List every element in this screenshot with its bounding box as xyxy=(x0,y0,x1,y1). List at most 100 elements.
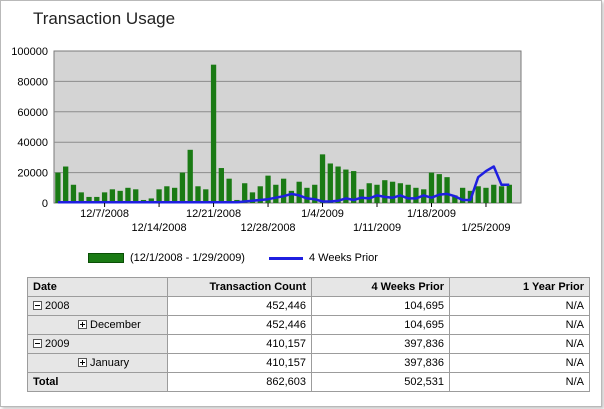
bar xyxy=(428,172,435,203)
collapse-icon[interactable] xyxy=(33,339,42,348)
row-label-cell: 2008 xyxy=(27,296,168,316)
usage-table: Date Transaction Count 4 Weeks Prior 1 Y… xyxy=(27,277,590,392)
header-count: Transaction Count xyxy=(167,277,312,297)
total-row: Total 862,603 502,531 N/A xyxy=(27,372,590,392)
bar xyxy=(210,64,217,204)
cell-count: 452,446 xyxy=(167,315,312,335)
bar xyxy=(444,177,450,203)
bar xyxy=(101,192,108,203)
series-line-4-weeks-prior xyxy=(57,165,510,204)
bar xyxy=(187,149,193,203)
bar xyxy=(94,196,100,203)
x-tick-label: 12/21/2008 xyxy=(186,208,241,220)
collapse-icon[interactable] xyxy=(33,301,42,310)
cell-prior4: 104,695 xyxy=(311,296,450,316)
total-count: 862,603 xyxy=(167,372,312,392)
bar xyxy=(382,180,388,203)
row-label-cell: 2009 xyxy=(27,334,168,354)
row-label: 2009 xyxy=(45,338,70,350)
y-axis-ticks: 0 20000 40000 60000 80000 100000 xyxy=(11,46,48,210)
grid-lines xyxy=(54,80,521,174)
cell-prior1y: N/A xyxy=(449,315,590,335)
expand-icon[interactable] xyxy=(78,358,87,367)
page-title: Transaction Usage xyxy=(33,9,176,28)
bar xyxy=(506,184,512,203)
bar xyxy=(498,186,505,203)
y-tick-label: 40000 xyxy=(17,137,48,149)
bar xyxy=(63,166,69,203)
bar xyxy=(133,189,139,203)
bar xyxy=(366,183,372,203)
bar xyxy=(265,175,271,203)
legend-bar-label: (12/1/2008 - 1/29/2009) xyxy=(130,252,245,264)
legend-bar-swatch xyxy=(88,253,124,263)
bar xyxy=(405,184,411,203)
bar xyxy=(164,186,170,203)
header-prior4: 4 Weeks Prior xyxy=(311,277,450,297)
cell-prior1y: N/A xyxy=(449,296,590,316)
bar xyxy=(483,187,489,203)
total-prior4: 502,531 xyxy=(311,372,450,392)
x-tick-label: 12/28/2008 xyxy=(241,222,296,234)
bar xyxy=(304,187,310,203)
bar xyxy=(195,186,201,203)
table-row: 2009 410,157 397,836 N/A xyxy=(27,334,590,354)
header-date: Date xyxy=(27,277,168,297)
cell-prior4: 397,836 xyxy=(311,353,450,373)
bar-series xyxy=(55,64,512,204)
plot-area xyxy=(53,50,522,204)
x-tick-label: 12/7/2008 xyxy=(80,208,129,220)
bar xyxy=(218,168,224,203)
bar xyxy=(475,186,481,203)
bar xyxy=(70,184,77,203)
total-label: Total xyxy=(27,372,168,392)
row-label-cell: December xyxy=(27,315,168,335)
bar xyxy=(179,172,186,203)
bar xyxy=(78,192,84,203)
x-tick-label: 1/4/2009 xyxy=(301,208,344,220)
y-tick-label: 80000 xyxy=(17,76,48,88)
bar xyxy=(171,187,178,203)
table-header-row: Date Transaction Count 4 Weeks Prior 1 Y… xyxy=(27,277,590,297)
bar xyxy=(296,181,302,203)
row-label-cell: January xyxy=(27,353,168,373)
bar xyxy=(358,189,365,203)
table-row: 2008 452,446 104,695 N/A xyxy=(27,296,590,316)
x-tick-label: 1/11/2009 xyxy=(353,222,401,234)
bar xyxy=(148,198,154,203)
legend-line-swatch xyxy=(268,256,303,260)
table-row: January 410,157 397,836 N/A xyxy=(27,353,590,373)
bar xyxy=(226,178,232,203)
bar xyxy=(459,187,466,203)
line-series xyxy=(57,165,510,204)
header-prior1y: 1 Year Prior xyxy=(449,277,590,297)
bar xyxy=(413,187,419,203)
bar xyxy=(242,183,248,203)
x-tick-label: 12/14/2008 xyxy=(132,222,187,234)
bar xyxy=(436,174,442,203)
bar xyxy=(319,154,326,203)
cell-count: 452,446 xyxy=(167,296,312,316)
y-tick-label: 100000 xyxy=(11,46,48,58)
x-tick-label: 1/25/2009 xyxy=(462,222,511,234)
bar xyxy=(280,178,287,203)
bar xyxy=(109,189,116,203)
cell-prior1y: N/A xyxy=(449,353,590,373)
expand-icon[interactable] xyxy=(78,320,87,329)
bar xyxy=(335,166,341,203)
bar xyxy=(203,189,209,203)
row-label: December xyxy=(90,319,141,331)
bar xyxy=(257,186,263,203)
bar xyxy=(491,184,497,203)
bar xyxy=(117,190,123,203)
bar xyxy=(389,181,396,203)
legend-line-label: 4 Weeks Prior xyxy=(308,252,378,264)
cell-prior1y: N/A xyxy=(449,334,590,354)
bar xyxy=(125,187,131,203)
bar xyxy=(55,172,61,203)
bar xyxy=(249,192,256,203)
bar xyxy=(273,184,279,203)
bar xyxy=(156,189,162,203)
